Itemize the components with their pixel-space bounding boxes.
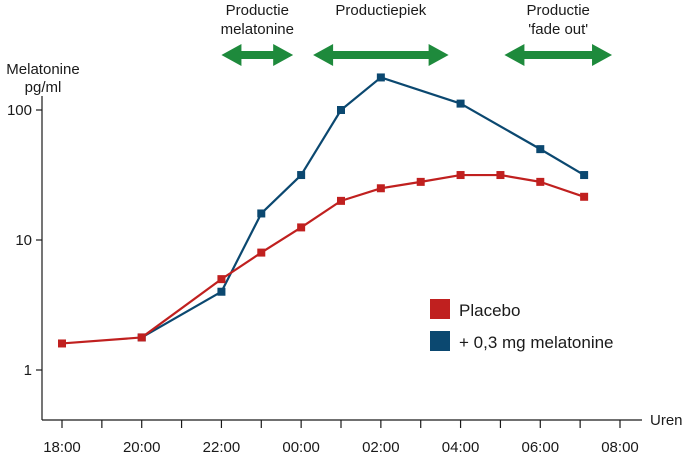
phase-label: 'fade out' xyxy=(528,21,588,38)
phase-label: Productie xyxy=(527,2,590,19)
phase-annotation: Productiepiek xyxy=(313,2,449,66)
x-tick-label: 00:00 xyxy=(282,439,320,456)
legend-swatch xyxy=(430,331,450,351)
data-point xyxy=(456,99,465,108)
legend: Placebo + 0,3 mg melatonine xyxy=(430,299,614,352)
data-point xyxy=(456,171,465,180)
data-point xyxy=(496,171,505,180)
data-point xyxy=(217,287,226,296)
phase-label: melatonine xyxy=(221,21,294,38)
y-tick-label: 10 xyxy=(15,232,32,249)
phase-arrow xyxy=(313,44,449,66)
legend-item: + 0,3 mg melatonine xyxy=(430,331,614,352)
phase-label: Productie xyxy=(226,2,289,19)
x-tick-label: 18:00 xyxy=(43,439,81,456)
data-point xyxy=(416,177,425,186)
x-tick-label: 20:00 xyxy=(123,439,161,456)
data-point xyxy=(580,192,589,201)
data-point xyxy=(580,171,589,180)
data-point xyxy=(257,209,266,218)
phase-label: Productiepiek xyxy=(335,2,426,19)
data-point xyxy=(297,223,306,232)
data-point xyxy=(337,196,345,205)
phase-annotations: Productie melatonine Productiepiek Producti… xyxy=(221,2,613,66)
series-placebo xyxy=(58,171,589,348)
legend-item: Placebo xyxy=(430,299,520,320)
phase-arrow xyxy=(504,44,613,66)
legend-label: + 0,3 mg melatonine xyxy=(459,333,614,352)
data-series xyxy=(58,73,589,348)
x-tick-label: 22:00 xyxy=(203,439,241,456)
data-point xyxy=(376,73,385,82)
phase-arrow xyxy=(221,44,294,66)
x-tick-label: 08:00 xyxy=(601,439,639,456)
data-point xyxy=(536,145,545,154)
data-point xyxy=(217,275,226,284)
legend-swatch xyxy=(430,299,450,319)
x-tick-label: 04:00 xyxy=(442,439,480,456)
axis-ticks: 1 10 100 18:00 20:00 22:00 00:00 02:00 04:00 06:0… xyxy=(7,102,639,456)
x-axis-title: Uren xyxy=(650,412,683,429)
series-line xyxy=(141,76,585,339)
legend-label: Placebo xyxy=(459,301,520,320)
data-point xyxy=(376,184,385,193)
y-axis-title: Melatonine pg/ml xyxy=(6,61,79,96)
x-tick-label: 06:00 xyxy=(522,439,560,456)
data-point xyxy=(137,333,146,342)
phase-annotation: Productie melatonine xyxy=(221,2,294,66)
data-point xyxy=(337,106,345,114)
phase-annotation: Productie 'fade out' xyxy=(504,2,613,66)
y-tick-label: 1 xyxy=(24,362,32,379)
y-tick-label: 100 xyxy=(7,102,32,119)
y-axis-title-line-2: pg/ml xyxy=(25,79,62,96)
data-point xyxy=(297,171,306,180)
series-melatonine xyxy=(137,73,589,342)
series-line xyxy=(61,173,585,345)
data-point xyxy=(257,248,266,257)
data-point xyxy=(536,177,545,186)
data-point xyxy=(58,339,66,348)
x-tick-label: 02:00 xyxy=(362,439,400,456)
y-axis-title-line-1: Melatonine xyxy=(6,61,79,78)
